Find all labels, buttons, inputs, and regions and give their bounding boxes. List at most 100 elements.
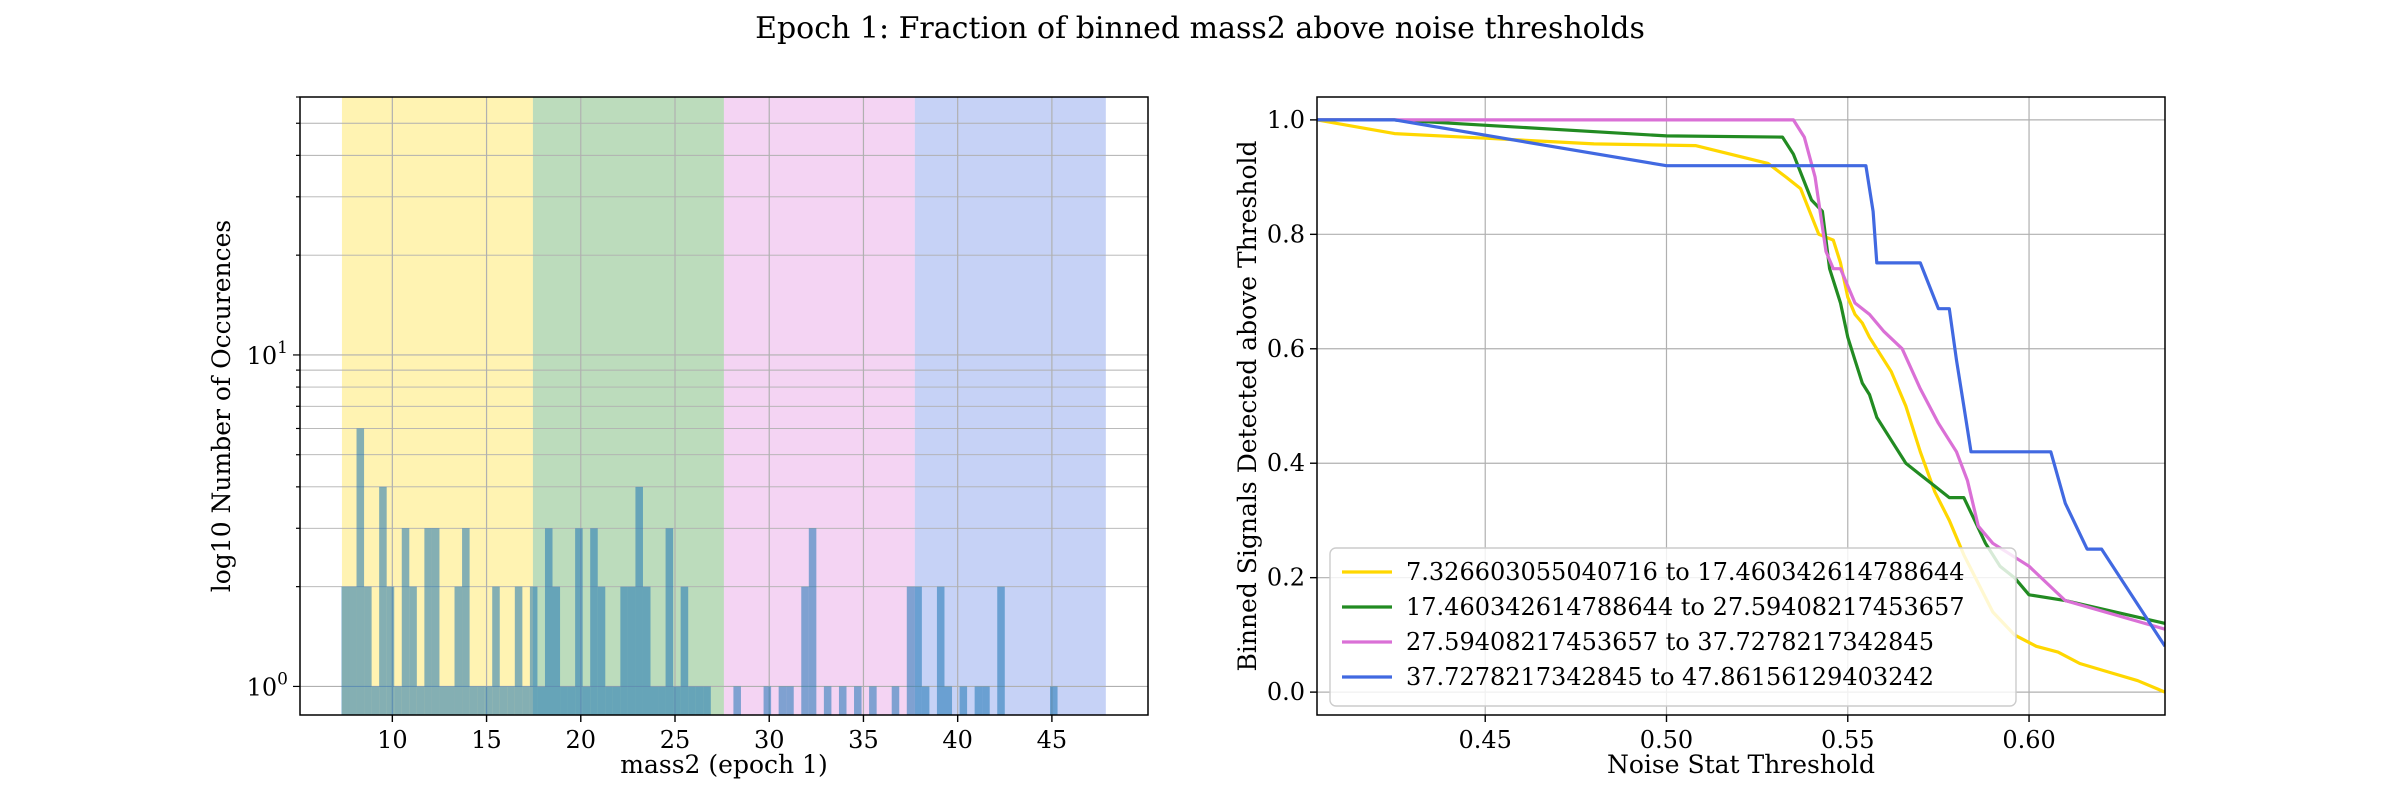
histogram-bar <box>635 486 643 715</box>
histogram-bar <box>484 686 493 715</box>
histogram-x-tick-label: 45 <box>1037 726 1068 754</box>
histogram-bar <box>914 586 922 715</box>
histogram-bar <box>959 686 968 715</box>
histogram-bar <box>673 686 681 715</box>
histogram-bar <box>582 686 591 715</box>
histogram-bar <box>982 686 990 715</box>
histogram-x-tick-label: 15 <box>471 726 502 754</box>
line-chart-legend: 7.326603055040716 to 17.460342614788644 1… <box>1329 547 2017 707</box>
histogram-grid <box>300 96 1148 715</box>
histogram-bar <box>605 686 613 715</box>
histogram-bar <box>341 586 349 715</box>
histogram-bar <box>703 686 711 715</box>
histogram-bar <box>507 686 515 715</box>
histogram-bar <box>462 528 470 715</box>
histogram-bar <box>439 686 447 715</box>
histogram-bar <box>492 586 500 715</box>
legend-label-1: 7.326603055040716 to 17.460342614788644 <box>1406 558 1965 586</box>
line-chart-axes-frame <box>1316 96 2166 716</box>
histogram-bar <box>974 686 983 715</box>
histogram-bar <box>364 586 372 715</box>
histogram-bar <box>348 586 357 715</box>
histogram-bar <box>997 586 1005 715</box>
histogram-bar <box>688 686 696 715</box>
legend-label-4: 37.7278217342845 to 47.86156129403242 <box>1406 663 1934 691</box>
histogram-bar <box>597 586 606 715</box>
series-line-1 <box>1317 118 2165 694</box>
histogram-bar <box>921 686 930 715</box>
histogram-bar <box>778 686 787 715</box>
line-chart-x-tick-label: 0.50 <box>1640 726 1693 754</box>
histogram-bar <box>665 528 674 715</box>
histogram-bar <box>552 586 561 715</box>
histogram-bars <box>341 428 1058 715</box>
histogram-bar <box>446 686 455 715</box>
histogram-bar <box>386 586 395 715</box>
legend-label-3: 27.59408217453657 to 37.7278217342845 <box>1406 628 1934 656</box>
line-chart-y-tick-label: 0.6 <box>1267 335 1305 363</box>
histogram-bar <box>869 686 877 715</box>
histogram-y-axis-label: log10 Number of Occurences <box>207 220 236 593</box>
histogram-bar <box>658 686 666 715</box>
histogram-bar <box>356 428 365 715</box>
line-chart-x-axis-label: Noise Stat Threshold <box>1607 750 1875 779</box>
line-chart-panel: Noise Stat Threshold Binned Signals Dete… <box>1233 96 2166 779</box>
histogram-y-tick-label: 100 <box>247 669 288 701</box>
histogram-x-tick-label: 25 <box>660 726 691 754</box>
histogram-bar <box>891 686 900 715</box>
histogram-bar <box>469 686 478 715</box>
line-chart-y-axis-label: Binned Signals Detected above Threshold <box>1233 140 1262 671</box>
histogram-y-tick-label: 101 <box>247 338 288 370</box>
histogram-bar <box>944 686 953 715</box>
histogram-panel: mass2 (epoch 1) log10 Number of Occurenc… <box>207 96 1149 779</box>
histogram-x-tick-label: 40 <box>942 726 973 754</box>
series-line-4 <box>1317 118 2165 648</box>
histogram-bar <box>560 686 568 715</box>
histogram-bar <box>823 686 832 715</box>
histogram-x-tick-label: 10 <box>377 726 408 754</box>
histogram-bar <box>409 586 417 715</box>
line-chart-x-tick-label: 0.55 <box>1821 726 1874 754</box>
histogram-bar <box>544 528 553 715</box>
histogram-bar <box>627 586 636 715</box>
histogram-bar <box>695 686 704 715</box>
histogram-bar <box>786 686 794 715</box>
histogram-bar <box>567 686 576 715</box>
histogram-bar <box>499 686 508 715</box>
histogram-bar <box>590 528 598 715</box>
histogram-bar <box>642 586 651 715</box>
line-chart-y-tick-label: 0.0 <box>1267 678 1305 706</box>
histogram-bar <box>680 586 689 715</box>
histogram-bar <box>620 586 628 715</box>
line-chart-y-tick-label: 1.0 <box>1267 106 1305 134</box>
line-chart-x-tick-label: 0.60 <box>2002 726 2055 754</box>
legend-box <box>1329 547 2017 707</box>
figure-title: Epoch 1: Fraction of binned mass2 above … <box>755 11 1645 46</box>
histogram-bar <box>838 686 847 715</box>
histogram-bar <box>477 686 485 715</box>
histogram-x-axis-label: mass2 (epoch 1) <box>620 750 827 779</box>
histogram-bar <box>808 528 817 715</box>
line-chart-y-tick-label: 0.4 <box>1267 449 1305 477</box>
histogram-x-tick-label: 30 <box>754 726 785 754</box>
histogram-bar <box>936 586 945 715</box>
line-chart-x-tick-label: 0.45 <box>1459 726 1512 754</box>
histogram-bar <box>801 586 809 715</box>
histogram-bar <box>379 486 387 715</box>
histogram-bar <box>431 528 440 715</box>
histogram-bar <box>537 686 545 715</box>
series-line-3 <box>1317 118 2165 631</box>
legend-label-2: 17.460342614788644 to 27.59408217453657 <box>1406 593 1965 621</box>
histogram-bar <box>394 686 402 715</box>
histogram-bar <box>522 686 530 715</box>
histogram-bar <box>575 528 583 715</box>
histogram-bar <box>854 686 862 715</box>
line-chart-y-tick-label: 0.8 <box>1267 220 1305 248</box>
histogram-bar <box>416 686 425 715</box>
histogram-bar <box>401 528 410 715</box>
histogram-bar <box>424 528 432 715</box>
histogram-bar <box>529 586 538 715</box>
histogram-x-tick-label: 35 <box>848 726 879 754</box>
histogram-bar <box>514 586 523 715</box>
